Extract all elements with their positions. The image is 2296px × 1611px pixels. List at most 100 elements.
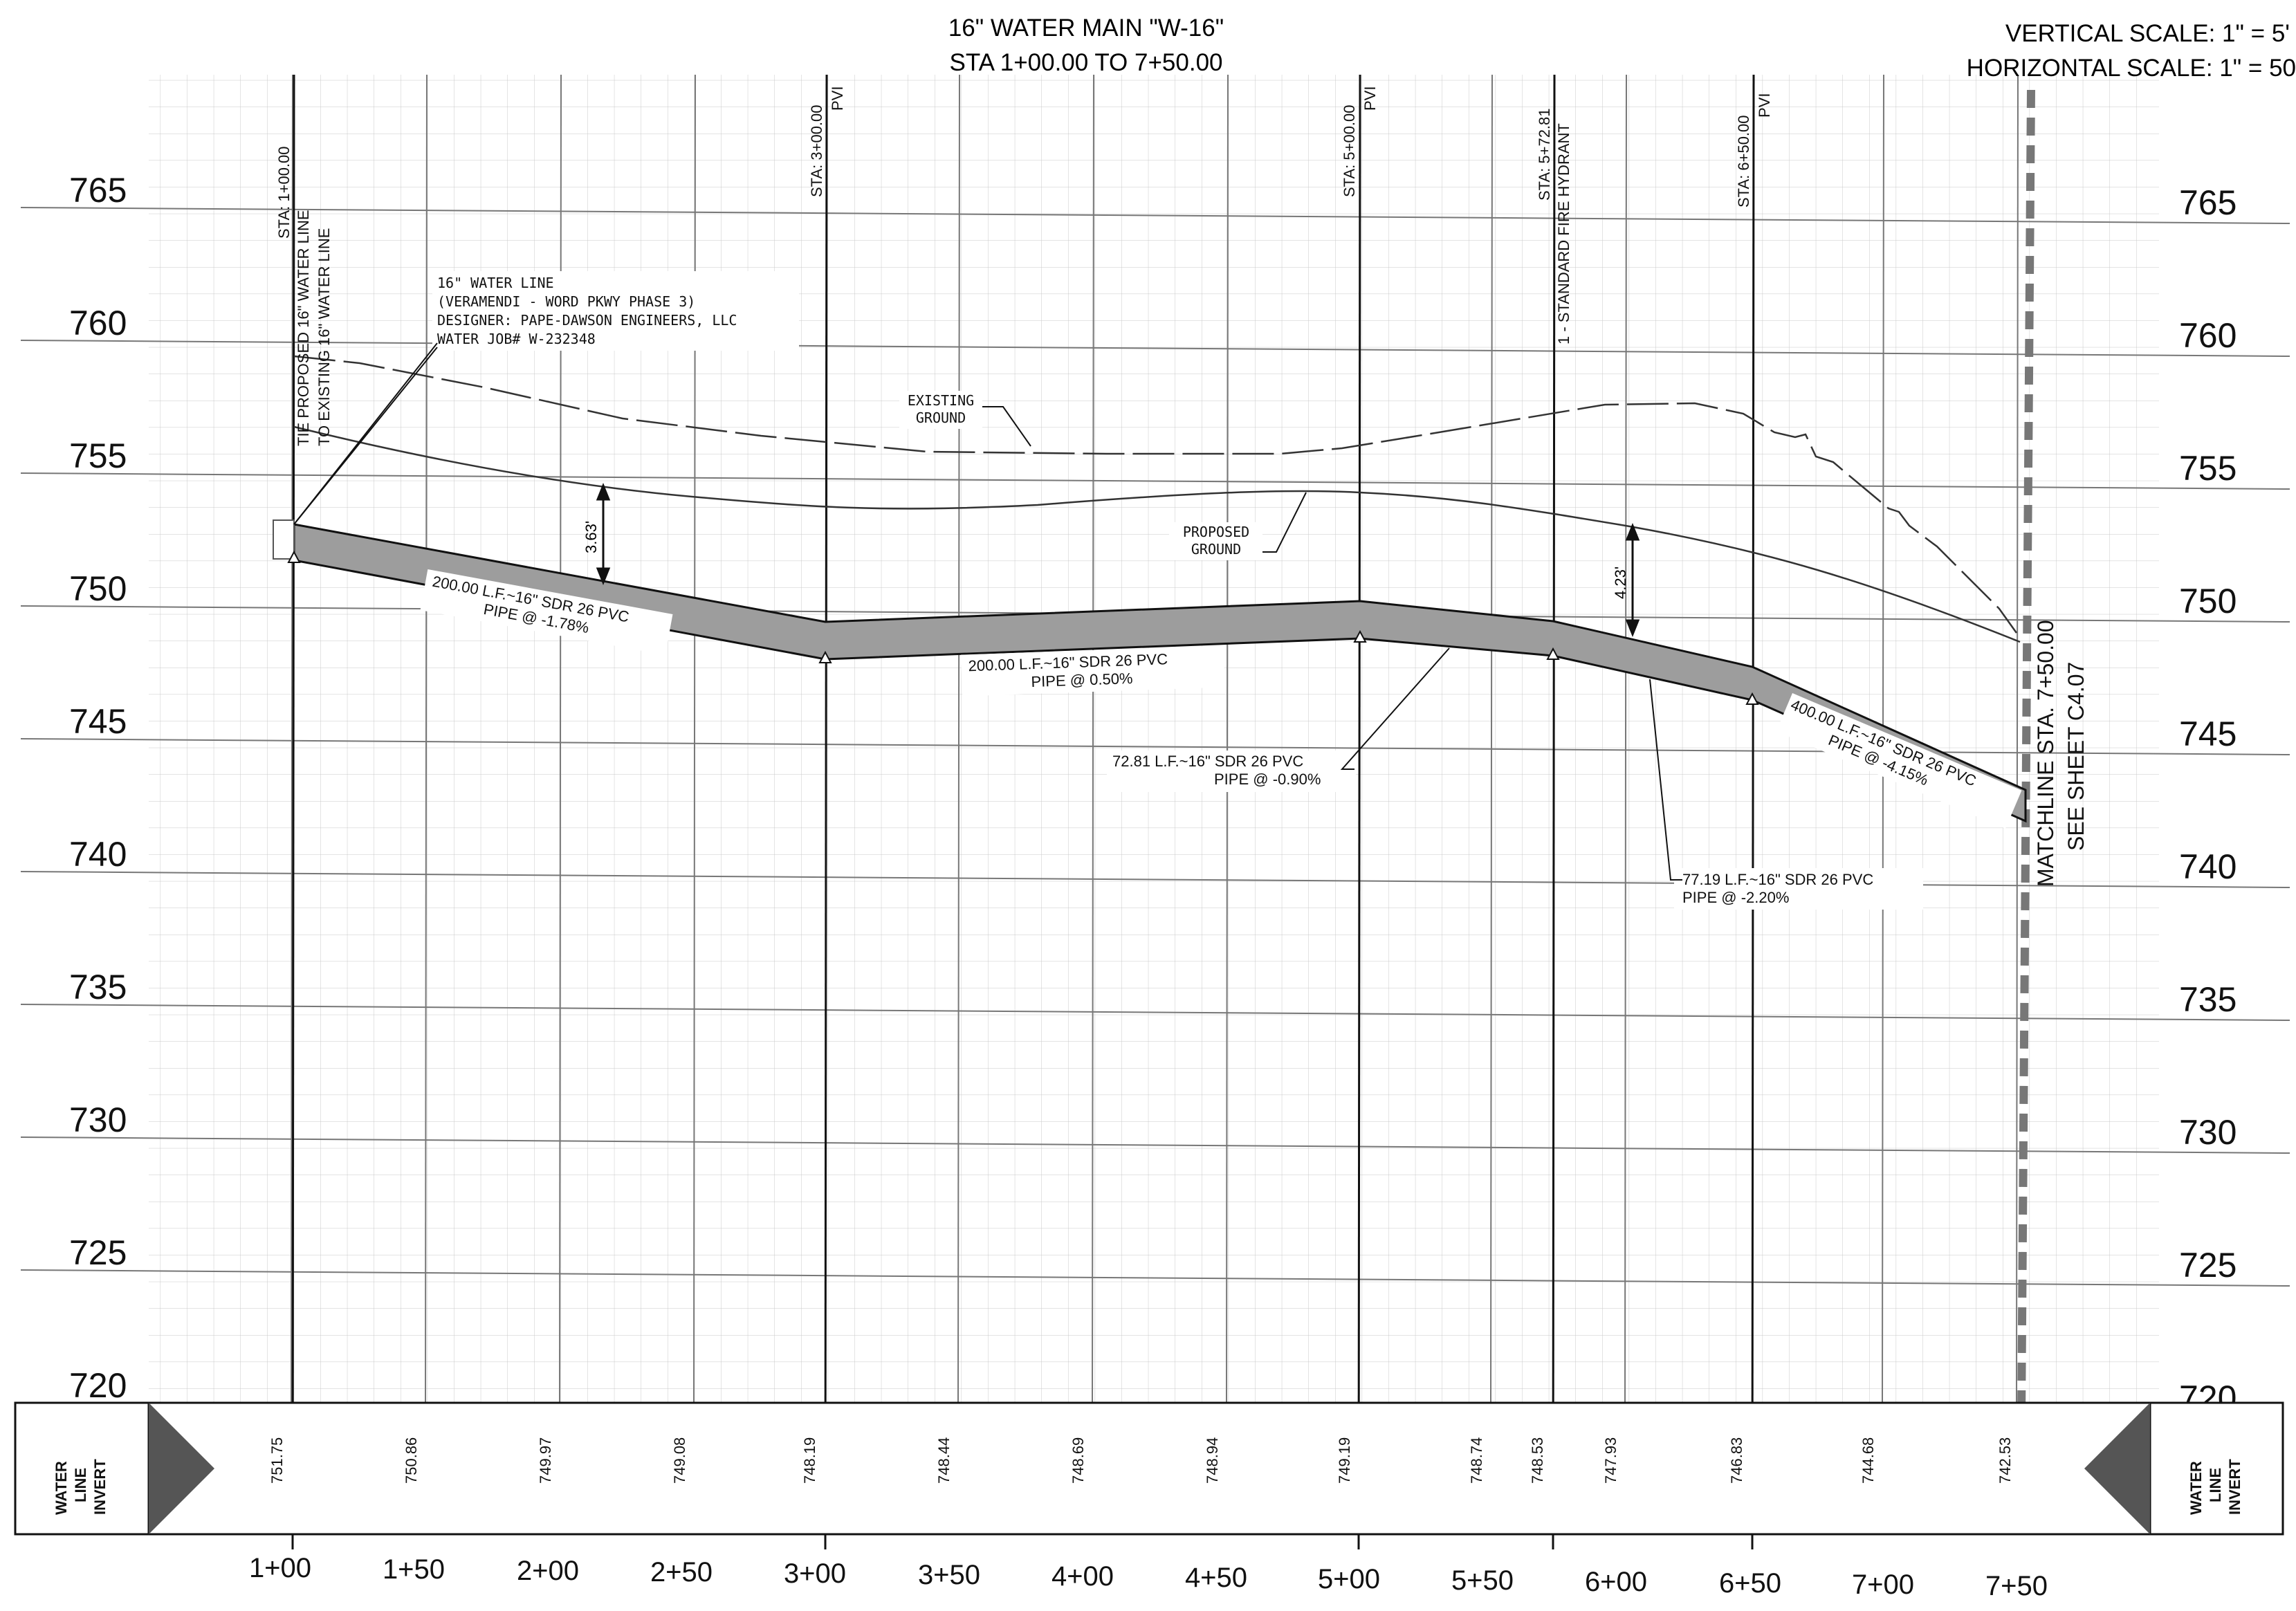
station-label: 7+50: [1985, 1571, 2048, 1601]
drawing-subtitle: STA 1+00.00 TO 7+50.00: [949, 49, 1222, 76]
station-label: 5+50: [1451, 1565, 1514, 1596]
matchline: [2017, 89, 2035, 1419]
station-label: 3+50: [918, 1560, 980, 1590]
note-line: EXISTING: [908, 392, 974, 409]
elev-label: 735: [2179, 980, 2237, 1019]
invert-value: 748.74: [1468, 1437, 1485, 1484]
note-line: GROUND: [916, 409, 966, 426]
pipe-label-seg4-slope: PIPE @ -2.20%: [1682, 889, 1789, 906]
station-callouts: STA: 1+00.00 TIE PROPOSED 16" WATER LINE…: [275, 86, 1773, 446]
elev-label: 740: [69, 835, 127, 874]
elev-label: 720: [69, 1366, 127, 1405]
elevation-grid-lines: [20, 207, 2290, 1287]
key-station-lines: [291, 74, 1755, 1550]
station-label: 4+00: [1051, 1561, 1114, 1592]
elev-label: 730: [2179, 1113, 2237, 1152]
pvi-markers: [287, 550, 1759, 705]
station-label: 1+50: [383, 1554, 445, 1585]
proposed-ground-note-bg: [1169, 522, 1262, 560]
pipe-label-seg3-slope: PIPE @ -0.90%: [1214, 771, 1321, 788]
leader-line: [1649, 679, 1682, 881]
elev-label: 750: [69, 569, 127, 608]
station-label: 6+50: [1719, 1568, 1781, 1599]
matchline-sheet-ref: SEE SHEET C4.07: [2064, 662, 2088, 851]
elev-label: 750: [2179, 582, 2237, 620]
invert-table: [14, 1401, 2284, 1536]
station-label: 2+00: [517, 1556, 579, 1586]
matchline-label: MATCHLINE STA. 7+50.00: [2033, 620, 2058, 887]
elev-label: 725: [2179, 1246, 2237, 1285]
invert-legend-left: WATER LINE INVERT: [53, 1459, 109, 1515]
callout-sta-650: STA: 6+50.00: [1735, 115, 1752, 208]
invert-value: 749.97: [537, 1437, 554, 1484]
legend-line: WATER: [2187, 1461, 2205, 1515]
callout-sta-572-desc: 1 - STANDARD FIRE HYDRANT: [1555, 123, 1572, 344]
elev-label: 765: [69, 171, 127, 210]
leader-line: [1340, 647, 1450, 770]
station-label: 3+00: [784, 1558, 846, 1589]
elev-label: 760: [2179, 316, 2237, 355]
invert-value: 748.53: [1529, 1437, 1546, 1484]
elevation-labels-left: 765 760 755 750 745 740 735 730 725 720: [69, 171, 127, 1405]
callout-sta-500-pvi: PVI: [1361, 86, 1379, 111]
callout-sta-650-pvi: PVI: [1756, 93, 1773, 118]
cover-dimension-1: 3.63': [582, 521, 600, 553]
station-label: 5+00: [1318, 1564, 1380, 1594]
callout-sta-300-pvi: PVI: [829, 86, 846, 111]
invert-value: 744.68: [1859, 1437, 1877, 1484]
cover-dimension-2: 4.23': [1612, 567, 1629, 599]
pipe-end-cap: [273, 519, 295, 560]
elev-label: 740: [2179, 847, 2237, 886]
leader-line: [982, 406, 1031, 447]
invert-value: 749.08: [671, 1437, 688, 1484]
legend-line: WATER: [53, 1461, 70, 1515]
invert-values: 751.75 750.86 749.97 749.08 748.19 748.4…: [268, 1437, 2014, 1484]
pipe-label-seg4: 77.19 L.F.~16" SDR 26 PVC: [1682, 871, 1873, 888]
leader-line: [293, 347, 438, 525]
invert-value: 742.53: [1996, 1437, 2014, 1484]
station-grid-lines: [291, 74, 2019, 1403]
pipe-label-seg2-slope: PIPE @ 0.50%: [1031, 670, 1133, 690]
station-label: 6+00: [1585, 1567, 1647, 1597]
note-line: (VERAMENDI - WORD PKWY PHASE 3): [437, 293, 695, 310]
elev-label: 735: [69, 968, 127, 1006]
existing-ground-note: EXISTING GROUND: [908, 392, 974, 426]
legend-line: INVERT: [91, 1459, 109, 1515]
station-label: 7+00: [1852, 1569, 1914, 1600]
invert-value: 748.44: [935, 1437, 953, 1484]
existing-ground-note-bg: [899, 391, 982, 429]
callout-sta-100: STA: 1+00.00: [275, 146, 293, 239]
legend-line: LINE: [72, 1468, 89, 1502]
elev-label: 755: [69, 436, 127, 475]
drawing-title: 16" WATER MAIN "W-16": [948, 15, 1224, 42]
elev-label: 725: [69, 1233, 127, 1272]
legend-line: INVERT: [2226, 1459, 2243, 1515]
existing-line-note: 16" WATER LINE (VERAMENDI - WORD PKWY PH…: [437, 275, 737, 347]
cover-dimensions: [596, 482, 1640, 638]
elev-label: 745: [2179, 715, 2237, 753]
matchline-note: MATCHLINE STA. 7+50.00 SEE SHEET C4.07: [2033, 620, 2088, 887]
leader-line: [1262, 492, 1307, 553]
invert-value: 750.86: [403, 1437, 420, 1484]
note-line: PROPOSED: [1183, 524, 1249, 540]
existing-line-note-bg: [432, 271, 799, 351]
station-label: 2+50: [650, 1557, 713, 1587]
arrow-icon: [2084, 1403, 2150, 1534]
invert-value: 749.19: [1336, 1437, 1353, 1484]
vertical-scale-label: VERTICAL SCALE: 1" = 5': [2005, 20, 2290, 47]
existing-ground-line: [293, 355, 2018, 634]
elev-label: 755: [2179, 449, 2237, 488]
station-labels: 1+00 1+50 2+00 2+50 3+00 3+50 4+00 4+50 …: [249, 1553, 2048, 1601]
invert-value: 748.69: [1069, 1437, 1087, 1484]
note-line: GROUND: [1191, 541, 1241, 558]
callout-sta-500: STA: 5+00.00: [1341, 104, 1358, 197]
invert-value: 748.94: [1204, 1437, 1221, 1484]
station-label: 4+50: [1185, 1563, 1247, 1593]
legend-line: LINE: [2207, 1468, 2224, 1502]
callout-sta-572: STA: 5+72.81: [1536, 108, 1553, 201]
station-label: 1+00: [249, 1553, 311, 1583]
horizontal-scale-label: HORIZONTAL SCALE: 1" = 50: [1967, 55, 2296, 82]
pipe-label-seg3: 72.81 L.F.~16" SDR 26 PVC: [1112, 753, 1303, 770]
elev-label: 760: [69, 304, 127, 342]
